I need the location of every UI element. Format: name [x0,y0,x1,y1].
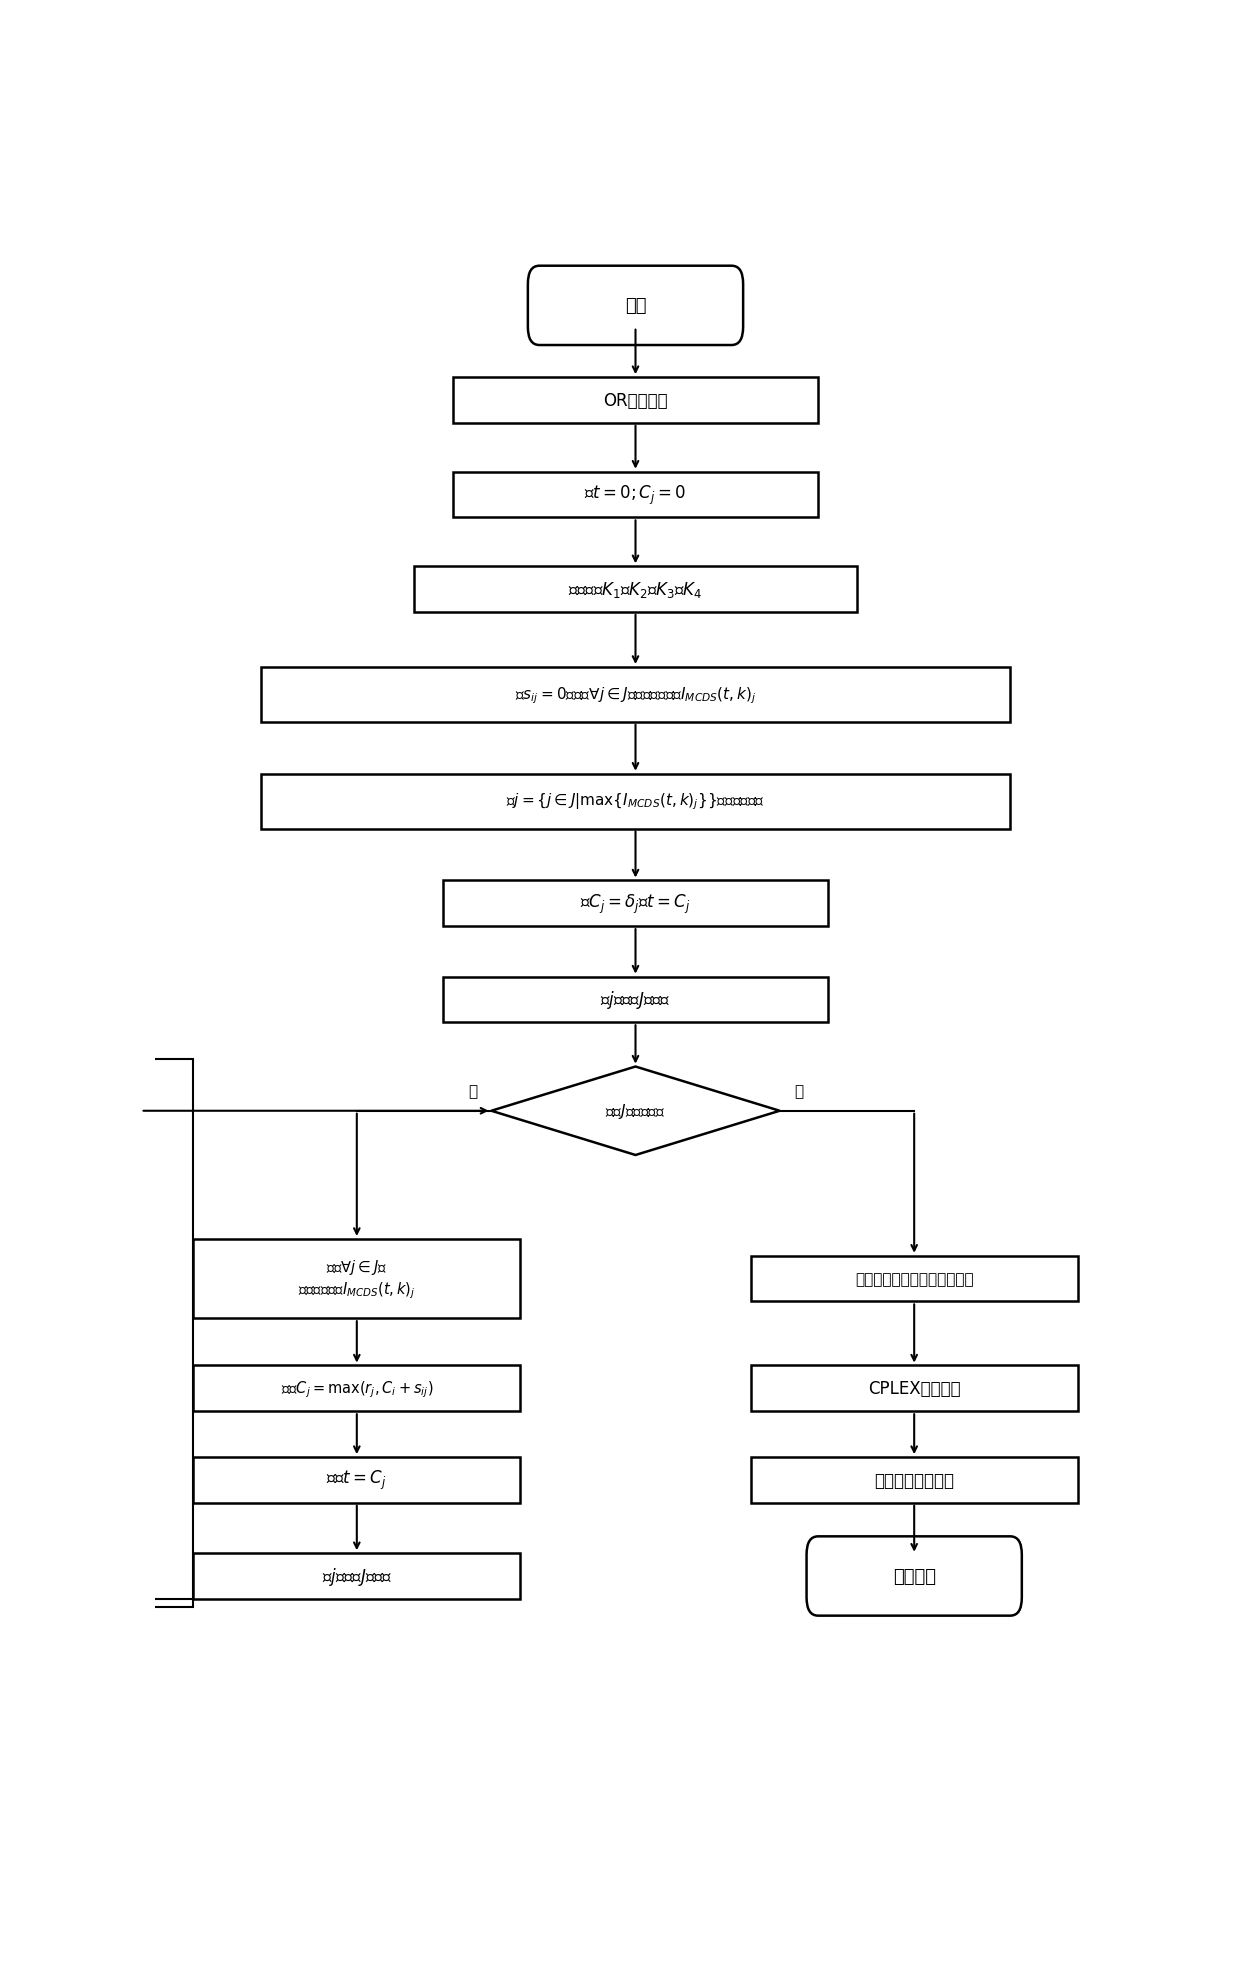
Bar [751,1457,1078,1503]
Polygon shape [491,1067,780,1156]
Bar [193,1554,521,1600]
Text: 将$j$从集合$J$中移除: 将$j$从集合$J$中移除 [600,988,671,1012]
Bar [193,1366,521,1412]
Bar [751,1255,1078,1301]
Bar [444,976,828,1024]
Text: 开始: 开始 [625,297,646,315]
Text: 集合$J$是否为空集: 集合$J$是否为空集 [605,1101,666,1121]
Text: 更新$t = C_j$: 更新$t = C_j$ [326,1469,387,1491]
Text: 更新$C_j = \max\left(r_j, C_i + s_{ij}\right)$: 更新$C_j = \max\left(r_j, C_i + s_{ij}\rig… [280,1378,433,1400]
Text: CPLEX求解模型: CPLEX求解模型 [868,1380,961,1398]
FancyBboxPatch shape [806,1536,1022,1616]
Bar [751,1366,1078,1412]
Text: 将$j = \{j \in J|\max\{I_{MCDS}(t,k)_j\}\}$放置在第一位: 将$j = \{j \in J|\max\{I_{MCDS}(t,k)_j\}\… [506,792,765,812]
Text: 令$t = 0; C_j = 0$: 令$t = 0; C_j = 0$ [584,483,687,507]
FancyBboxPatch shape [528,267,743,346]
Bar [453,473,818,519]
Text: 进场航班着陆时间: 进场航班着陆时间 [874,1471,955,1489]
Text: 将着陆序列带入第二阶段模型: 将着陆序列带入第二阶段模型 [854,1271,973,1287]
Bar [414,566,857,612]
Text: 算法结束: 算法结束 [893,1568,936,1586]
Bar [260,774,1011,830]
Text: 计算参数$K_1$、$K_2$、$K_3$、$K_4$: 计算参数$K_1$、$K_2$、$K_3$、$K_4$ [568,580,703,600]
Bar [135,1059,193,1606]
Text: 是: 是 [794,1083,804,1099]
Text: OR数据处理: OR数据处理 [603,392,668,410]
Text: 对于$\forall j \in J$，
计算排序指数$I_{MCDS}(t,k)_j$: 对于$\forall j \in J$， 计算排序指数$I_{MCDS}(t,k… [298,1257,415,1301]
Bar [444,881,828,927]
Bar [193,1239,521,1319]
Text: 将$j$从集合$J$中移除: 将$j$从集合$J$中移除 [321,1566,392,1588]
Text: 令$s_{ij} = 0$，对于$\forall j \in J$，计算排序指数$I_{MCDS}(t,k)_j$: 令$s_{ij} = 0$，对于$\forall j \in J$，计算排序指数… [515,685,756,705]
Bar [453,378,818,424]
Text: 令$C_j = \delta_j$，$t = C_j$: 令$C_j = \delta_j$，$t = C_j$ [580,893,691,915]
Bar [193,1457,521,1503]
Text: 否: 否 [467,1083,477,1099]
Bar [260,667,1011,723]
